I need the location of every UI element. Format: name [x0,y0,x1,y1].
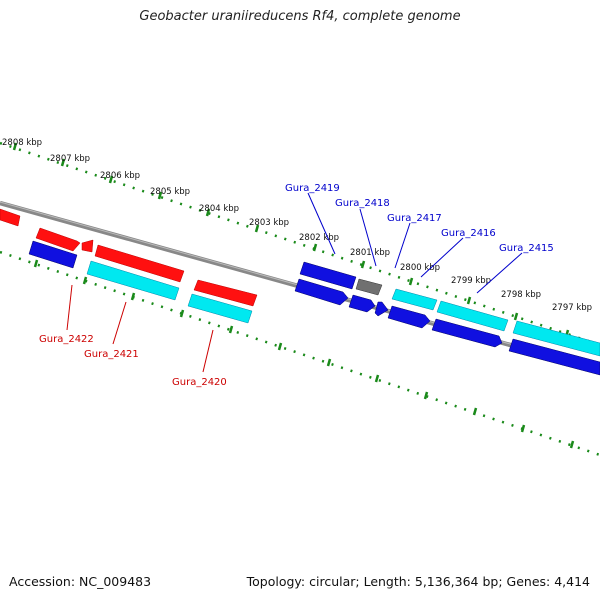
accession-text: Accession: NC_009483 [9,574,152,589]
inner-tick-marks [33,259,575,449]
gene-label: Gura_2421 [84,349,139,360]
tick-label: 2804 kbp [199,204,239,214]
gene-label: Gura_2422 [39,334,94,345]
gene-red-arrow [94,244,185,283]
tick-label: 2805 kbp [150,187,190,197]
bottom-label-leaders [66,284,214,373]
gene-blue-arrow [348,294,376,313]
gene-label: Gura_2419 [285,183,340,194]
gene-red-arrow [193,279,258,307]
gene-red-arrow [35,227,81,252]
gene-blue-block [508,338,600,376]
gene-cyan-block [187,293,253,324]
gene-blue-arrow [431,318,503,348]
top-gene-labels: Gura_2419 Gura_2418 Gura_2417 Gura_2416 … [285,183,554,254]
gene-label: Gura_2418 [335,198,390,209]
tick-label: 2798 kbp [501,290,541,300]
gene-cyan-block [391,288,438,311]
tick-label: 2802 kbp [299,233,339,243]
inner-gene-row [28,240,600,376]
gene-blue-block [299,261,357,290]
tick-label: 2797 kbp [552,303,592,313]
tick-label: 2799 kbp [451,276,491,286]
tick-label: 2807 kbp [50,154,90,164]
gene-red-arrow [0,208,21,227]
gene-cyan-block [512,320,600,357]
gene-label: Gura_2415 [499,243,554,254]
gene-label: Gura_2417 [387,213,442,224]
tick-label: 2800 kbp [400,263,440,273]
gene-blue-arrow [387,305,431,329]
bottom-gene-labels: Gura_2422 Gura_2421 Gura_2420 [39,334,227,388]
gene-blue-arrow [294,278,349,306]
genome-summary-text: Topology: circular; Length: 5,136,364 bp… [246,574,590,589]
gene-label: Gura_2416 [441,228,496,239]
tick-label: 2808 kbp [2,138,42,148]
gene-blue-arrow [374,301,389,317]
map-title: Geobacter uraniireducens Rf4, complete g… [139,9,461,24]
tick-label: 2806 kbp [100,171,140,181]
tick-label: 2801 kbp [350,248,390,258]
tick-label: 2803 kbp [249,218,289,228]
outer-tick-marks [12,142,570,338]
gene-blue-block [28,240,78,269]
outer-gene-row [0,208,600,357]
top-label-leaders [307,192,523,294]
gene-gray-block [355,278,383,296]
scale-tick-labels: 2808 kbp 2807 kbp 2806 kbp 2805 kbp 2804… [2,138,592,313]
gene-cyan-block [86,260,180,301]
gene-cyan-block [436,300,509,332]
gene-red-arrow [81,239,94,253]
gene-label: Gura_2420 [172,377,227,388]
